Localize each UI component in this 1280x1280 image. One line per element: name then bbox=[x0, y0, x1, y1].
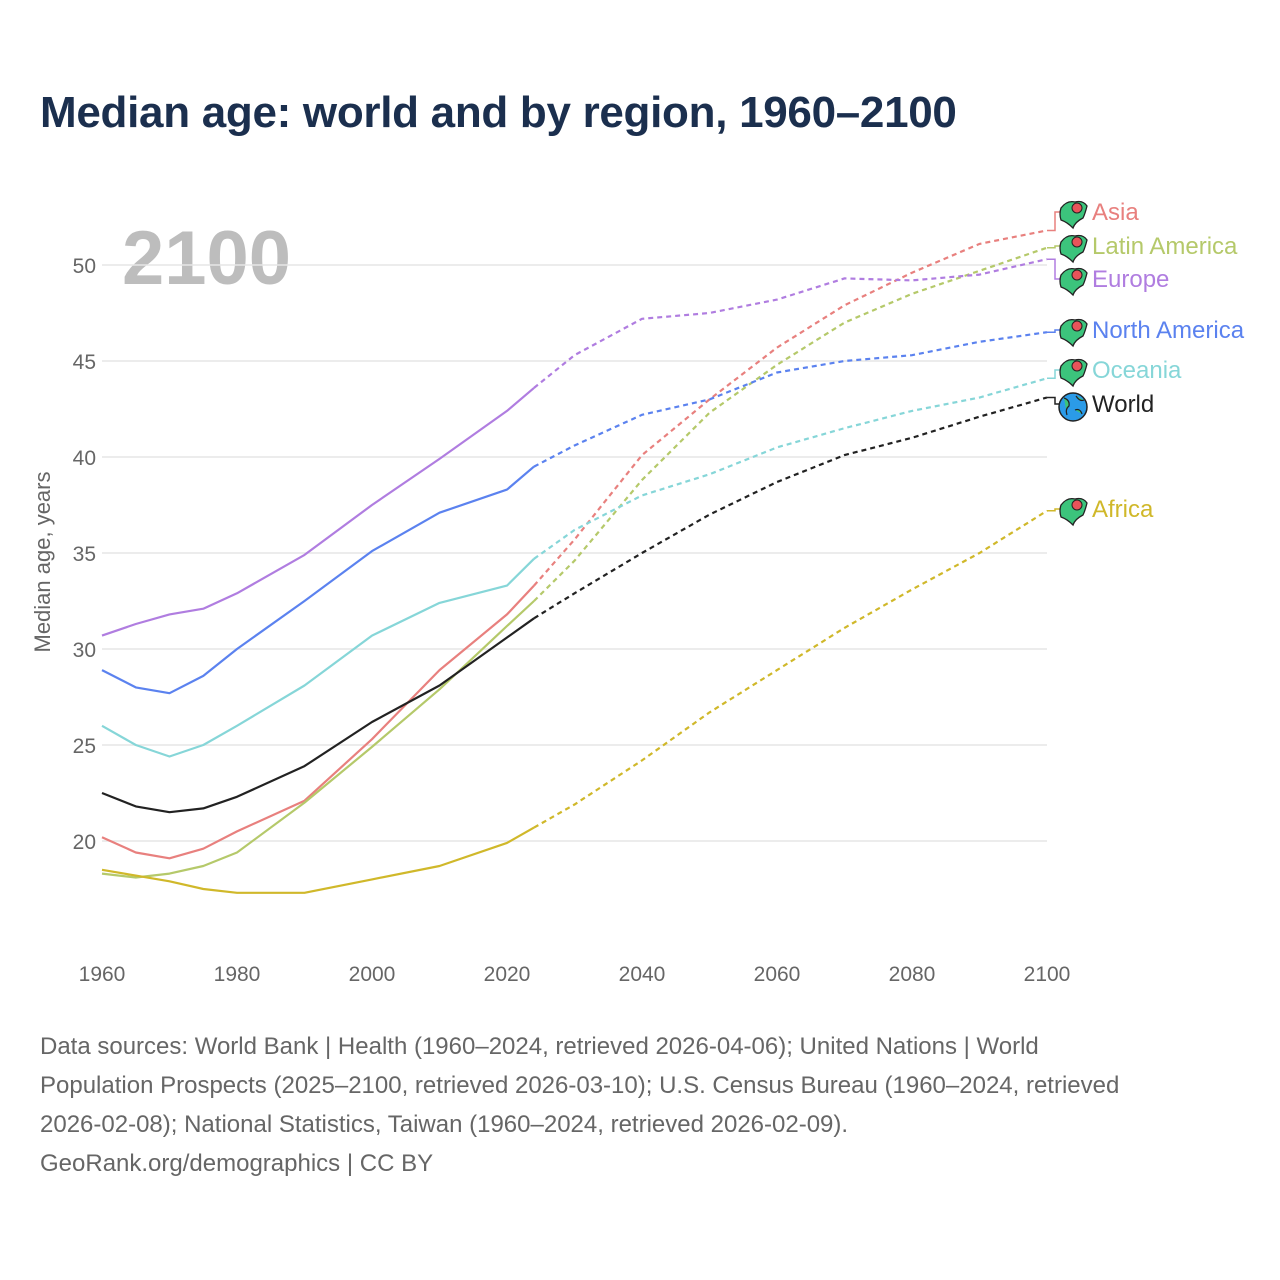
legend-label-north-america: North America bbox=[1092, 317, 1245, 344]
series-line-latin-america-historical bbox=[102, 601, 534, 878]
label-connector bbox=[1047, 370, 1061, 378]
x-tick-label: 2080 bbox=[889, 963, 936, 986]
north-america-map-icon bbox=[1060, 320, 1087, 347]
label-connector bbox=[1047, 212, 1061, 230]
series-line-world-projection bbox=[534, 398, 1047, 619]
footer-line: Data sources: World Bank | Health (1960–… bbox=[40, 1027, 1240, 1066]
legend-label-oceania: Oceania bbox=[1092, 357, 1182, 384]
x-tick-label: 2040 bbox=[619, 963, 666, 986]
y-tick-label: 40 bbox=[73, 447, 96, 470]
series-line-latin-america-projection bbox=[534, 248, 1047, 601]
x-tick-label: 2100 bbox=[1024, 963, 1071, 986]
series-line-north-america-projection bbox=[534, 332, 1047, 466]
series-line-north-america-historical bbox=[102, 467, 534, 694]
asia-map-icon bbox=[1060, 202, 1087, 229]
location-pin-icon bbox=[1072, 203, 1082, 213]
legend-label-europe: Europe bbox=[1092, 266, 1169, 293]
legend-label-world: World bbox=[1092, 391, 1154, 418]
y-tick-label: 50 bbox=[73, 255, 96, 278]
location-pin-icon bbox=[1072, 237, 1082, 247]
africa-map-icon bbox=[1060, 499, 1087, 526]
y-tick-label: 35 bbox=[73, 543, 96, 566]
footer-line: Population Prospects (2025–2100, retriev… bbox=[40, 1066, 1240, 1105]
x-tick-label: 2020 bbox=[484, 963, 531, 986]
label-connector bbox=[1047, 246, 1061, 248]
series-line-oceania-projection bbox=[534, 378, 1047, 559]
series-line-world-historical bbox=[102, 618, 534, 812]
location-pin-icon bbox=[1072, 500, 1082, 510]
x-tick-label: 1960 bbox=[79, 963, 126, 986]
y-tick-label: 30 bbox=[73, 639, 96, 662]
globe-icon bbox=[1059, 393, 1087, 421]
x-tick-label: 2060 bbox=[754, 963, 801, 986]
series-line-africa-projection bbox=[534, 511, 1047, 828]
current-year-display: 2100 bbox=[122, 216, 291, 301]
x-tick-label: 1980 bbox=[214, 963, 261, 986]
footer-line[interactable]: GeoRank.org/demographics | CC BY bbox=[40, 1144, 1240, 1183]
footer-sources: Data sources: World Bank | Health (1960–… bbox=[40, 1027, 1240, 1183]
location-pin-icon bbox=[1072, 361, 1082, 371]
y-axis-label: Median age, years bbox=[30, 472, 55, 653]
location-pin-icon bbox=[1072, 270, 1082, 280]
latin-america-map-icon bbox=[1060, 236, 1087, 263]
label-connector bbox=[1047, 330, 1061, 332]
legend-label-africa: Africa bbox=[1092, 496, 1154, 523]
location-pin-icon bbox=[1072, 321, 1082, 331]
europe-map-icon bbox=[1060, 269, 1087, 296]
chart-container: Median age: world and by region, 1960–21… bbox=[0, 0, 1280, 1280]
label-connector bbox=[1047, 509, 1061, 511]
footer-line: 2026-02-08); National Statistics, Taiwan… bbox=[40, 1105, 1240, 1144]
series-line-asia-historical bbox=[102, 586, 534, 859]
label-connector bbox=[1047, 259, 1061, 279]
legend-label-asia: Asia bbox=[1092, 199, 1139, 226]
globe-icon bbox=[1059, 393, 1087, 421]
series-line-asia-projection bbox=[534, 230, 1047, 585]
series-line-europe-projection bbox=[534, 259, 1047, 388]
series-line-africa-historical bbox=[102, 828, 534, 893]
legend-label-latin-america: Latin America bbox=[1092, 233, 1238, 260]
y-tick-label: 45 bbox=[73, 351, 96, 374]
series-line-oceania-historical bbox=[102, 559, 534, 757]
x-tick-label: 2000 bbox=[349, 963, 396, 986]
y-tick-label: 25 bbox=[73, 735, 96, 758]
y-tick-label: 20 bbox=[73, 831, 96, 854]
oceania-map-icon bbox=[1060, 360, 1087, 387]
series-line-europe-historical bbox=[102, 388, 534, 636]
